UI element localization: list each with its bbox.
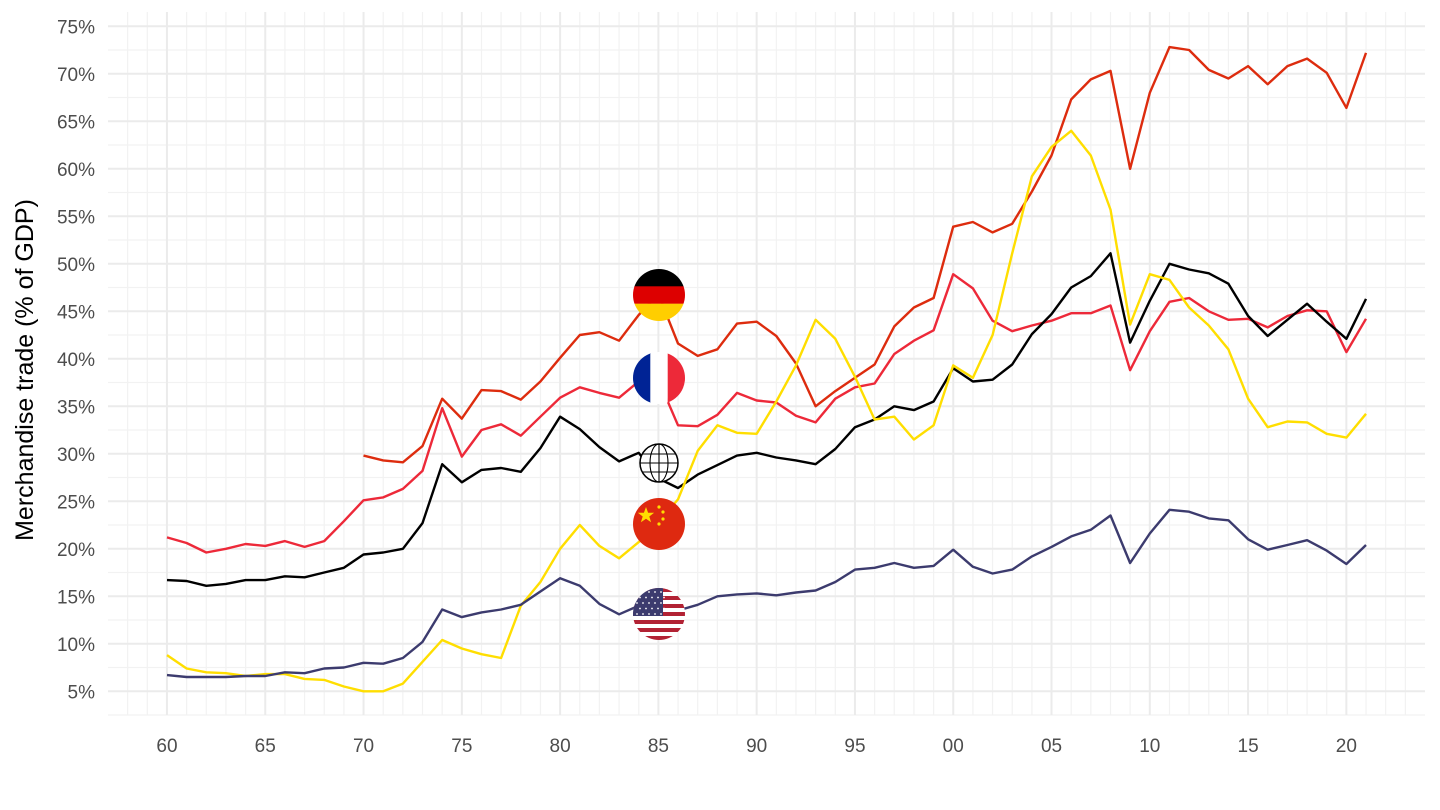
y-tick-label: 50%	[57, 255, 95, 276]
china-flag-icon	[633, 498, 685, 550]
x-tick-label: 20	[1336, 736, 1357, 757]
y-tick-label: 35%	[57, 397, 95, 418]
x-tick-label: 65	[255, 736, 276, 757]
y-tick-label: 60%	[57, 160, 95, 181]
france-flag-series-line	[166, 273, 1368, 554]
x-tick-label: 95	[844, 736, 865, 757]
series-lines	[166, 45, 1368, 693]
x-tick-label: 60	[156, 736, 177, 757]
x-tick-label: 80	[550, 736, 571, 757]
world-globe-icon	[639, 443, 679, 483]
y-tick-label: 10%	[57, 635, 95, 656]
x-tick-label: 00	[943, 736, 964, 757]
x-tick-label: 85	[648, 736, 669, 757]
y-tick-label: 25%	[57, 492, 95, 513]
x-tick-label: 05	[1041, 736, 1062, 757]
x-tick-label: 90	[746, 736, 767, 757]
x-tick-label: 15	[1238, 736, 1259, 757]
y-axis-title: Merchandise trade (% of GDP)	[11, 199, 39, 541]
germany-flag-series-line	[363, 45, 1368, 464]
minor-gridlines	[108, 12, 1425, 716]
y-tick-label: 40%	[57, 350, 95, 371]
y-tick-label: 75%	[57, 17, 95, 38]
major-gridlines	[108, 12, 1425, 715]
france-flag-icon	[633, 352, 685, 404]
x-axis-tick-labels: 60 65 70 75 80 85 90 95 00 05 10 15 20	[156, 736, 1357, 757]
y-tick-label: 15%	[57, 587, 95, 608]
germany-flag-icon	[633, 269, 685, 321]
x-tick-label: 75	[451, 736, 472, 757]
y-tick-label: 70%	[57, 65, 95, 86]
usa-flag-series-line	[166, 508, 1367, 679]
china-flag-series-line	[166, 129, 1367, 693]
world-globe-series-line	[166, 252, 1368, 587]
y-tick-label: 5%	[68, 682, 96, 703]
y-tick-label: 65%	[57, 112, 95, 133]
x-tick-label: 10	[1139, 736, 1160, 757]
y-tick-label: 45%	[57, 302, 95, 323]
y-axis-tick-labels: 5% 10% 15% 20% 25% 30% 35% 40% 45% 50% 55% 60% 65% 70…	[57, 17, 95, 703]
y-tick-label: 20%	[57, 540, 95, 561]
y-tick-label: 55%	[57, 207, 95, 228]
x-tick-label: 70	[353, 736, 374, 757]
usa-flag-icon	[633, 588, 685, 640]
y-tick-label: 30%	[57, 445, 95, 466]
